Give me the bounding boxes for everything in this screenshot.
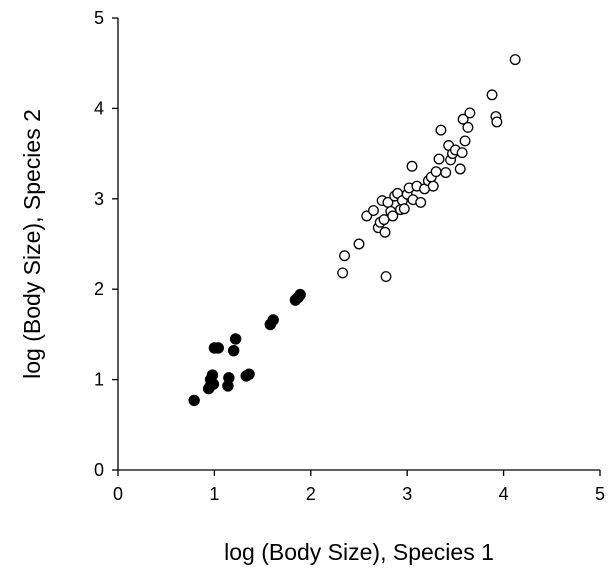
- open-data-point: [337, 267, 349, 279]
- open-data-point: [457, 113, 469, 125]
- open-data-point: [454, 163, 466, 175]
- open-data-point: [459, 135, 471, 147]
- y-tick-label: 2: [94, 279, 104, 299]
- y-tick-label: 0: [94, 460, 104, 480]
- x-tick-label: 1: [209, 484, 219, 504]
- x-tick-label: 4: [499, 484, 509, 504]
- data-points: [188, 54, 521, 407]
- filled-data-point: [212, 342, 224, 354]
- y-tick-label: 5: [94, 8, 104, 28]
- x-tick-label: 5: [595, 484, 605, 504]
- y-tick-label: 3: [94, 189, 104, 209]
- y-tick-label: 4: [94, 98, 104, 118]
- filled-data-point: [229, 333, 242, 345]
- open-data-point: [509, 54, 521, 66]
- open-data-point: [398, 203, 410, 215]
- open-data-point: [430, 166, 442, 178]
- open-data-point: [440, 167, 452, 179]
- open-data-point: [415, 196, 427, 208]
- y-axis-title: log (Body Size), Species 2: [19, 109, 45, 379]
- open-data-point: [491, 116, 503, 128]
- open-data-point: [486, 89, 498, 101]
- open-data-point: [379, 226, 391, 238]
- filled-data-point: [223, 372, 235, 384]
- axis-ticks: 0 1 2 3 4 5 0 1 2 3 4 5: [94, 8, 605, 504]
- open-data-point: [339, 250, 350, 262]
- x-tick-label: 2: [306, 484, 316, 504]
- filled-data-point: [206, 369, 219, 381]
- open-data-point: [353, 238, 365, 250]
- open-data-point: [464, 107, 476, 119]
- open-data-point: [433, 153, 445, 165]
- open-data-point: [380, 271, 392, 282]
- y-tick-label: 1: [94, 370, 104, 390]
- filled-data-point: [227, 344, 240, 357]
- open-data-point: [435, 124, 447, 136]
- open-data-point: [406, 160, 418, 172]
- filled-data-point: [188, 394, 200, 407]
- open-data-point: [387, 210, 399, 222]
- open-data-point: [456, 147, 468, 159]
- x-axis-title: log (Body Size), Species 1: [224, 539, 494, 565]
- x-tick-label: 3: [402, 484, 412, 504]
- open-data-point: [462, 121, 474, 133]
- plot-area: 0 1 2 3 4 5 0 1 2 3 4 5: [94, 8, 605, 504]
- open-data-point: [427, 180, 439, 192]
- filled-data-point: [294, 288, 306, 301]
- filled-data-point: [267, 314, 279, 326]
- open-data-point: [368, 205, 379, 217]
- x-tick-label: 0: [113, 484, 123, 504]
- filled-data-point: [243, 368, 255, 380]
